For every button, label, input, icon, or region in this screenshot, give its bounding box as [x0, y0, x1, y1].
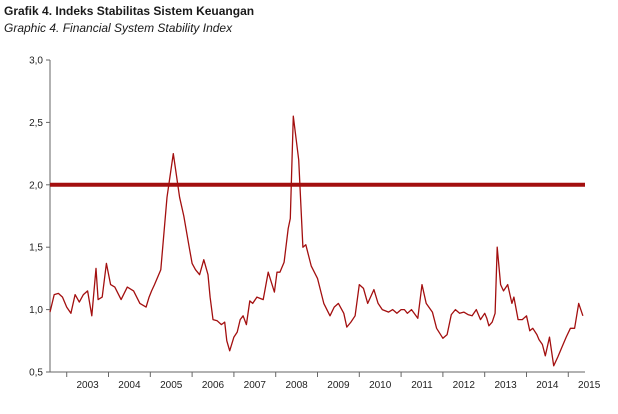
series-line: [49, 115, 584, 367]
x-tick-label: 2009: [327, 380, 350, 391]
y-tick-label: 1,0: [29, 305, 43, 316]
y-tick-label: 2,0: [29, 180, 43, 191]
x-tick-label: 2013: [494, 380, 517, 391]
chart-title: Grafik 4. Indeks Stabilitas Sistem Keuan…: [4, 4, 255, 18]
x-tick-label: 2005: [160, 380, 183, 391]
x-tick-label: 2006: [202, 380, 225, 391]
x-tick-label: 2015: [578, 380, 601, 391]
x-tick-label: 2010: [369, 380, 392, 391]
y-tick-label: 2,5: [29, 118, 43, 129]
y-tick-label: 1,5: [29, 243, 43, 254]
x-tick-label: 2014: [536, 380, 559, 391]
x-tick-label: 2003: [76, 380, 99, 391]
x-tick-label: 2004: [118, 380, 141, 391]
x-tick-label: 2011: [411, 380, 433, 391]
chart-subtitle: Graphic 4. Financial System Stability In…: [4, 21, 233, 35]
x-tick-label: 2012: [453, 380, 476, 391]
x-tick-label: 2008: [285, 380, 308, 391]
y-tick-label: 0,5: [29, 368, 43, 379]
y-tick-label: 3,0: [29, 56, 43, 67]
x-tick-label: 2007: [244, 380, 267, 391]
